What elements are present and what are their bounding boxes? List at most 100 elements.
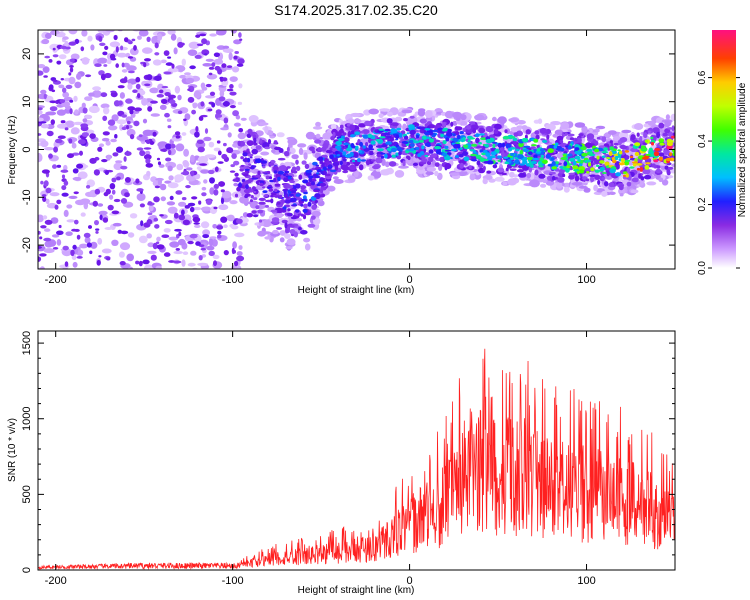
spectrogram-cell	[147, 201, 153, 205]
spectrogram-cell	[282, 206, 287, 210]
spectrogram-cell	[567, 163, 573, 166]
spectrogram-cell	[108, 125, 118, 131]
spectrogram-cell	[50, 119, 55, 125]
spectrogram-cell	[189, 206, 195, 213]
spectrogram-cell	[207, 108, 213, 112]
spectrogram-cell	[276, 227, 283, 230]
spectrogram-cell	[201, 186, 207, 191]
spectrogram-cell	[258, 197, 266, 201]
spectrogram-cell	[316, 172, 320, 175]
spectrogram-cell	[632, 162, 637, 167]
spectrogram-cell	[64, 46, 71, 50]
spectrogram-cell	[253, 214, 259, 218]
spectrogram-cell	[38, 133, 42, 136]
spectrogram-cell	[56, 109, 66, 116]
spectrogram-cell	[155, 241, 160, 245]
spectrogram-cell	[142, 129, 154, 136]
spectrogram-cell	[286, 238, 296, 246]
spectrogram-cell	[145, 158, 151, 164]
spectrogram-cell	[202, 63, 212, 67]
spectrogram-cell	[126, 125, 129, 130]
spectrogram-cell	[159, 214, 164, 217]
spectrogram-cell	[108, 269, 117, 273]
spectrogram-cell	[563, 161, 568, 167]
spectrogram-cell	[40, 140, 49, 148]
spectrogram-cell	[536, 144, 540, 149]
spectrogram-cell	[94, 63, 102, 67]
spectrogram-cell	[386, 135, 392, 139]
spectrogram-cell	[96, 259, 101, 266]
spectrogram-cell	[202, 229, 211, 236]
spectrogram-cell	[342, 158, 347, 162]
spectrogram-cell	[278, 148, 284, 153]
spectrogram-cell	[631, 140, 640, 143]
spectrogram-cell	[273, 170, 278, 174]
snr-y-tick-label: 500	[21, 485, 33, 503]
spectrogram-cell	[188, 41, 200, 49]
spectrogram-cell	[149, 87, 159, 94]
spectrogram-cell	[121, 62, 125, 68]
spectrogram-cell	[42, 215, 48, 220]
spectrogram-cell	[509, 136, 516, 139]
spectrogram-cell	[509, 168, 517, 171]
spectrogram-cell	[70, 127, 80, 135]
spectrogram-cell	[538, 173, 546, 179]
spectrogram-cell	[238, 245, 243, 250]
spectrogram-cell	[463, 156, 470, 162]
spectrogram-cell	[76, 73, 82, 80]
spectrogram-cell	[585, 188, 591, 192]
spectrogram-cell	[390, 129, 398, 134]
spectrogram-cell	[159, 104, 167, 111]
spectrogram-cell	[226, 147, 234, 154]
spectrogram-cell	[40, 124, 50, 129]
spectrogram-cell	[666, 141, 674, 147]
spectrogram-cell	[136, 193, 146, 201]
spectrogram-cell	[249, 199, 254, 203]
spectrogram-cell	[497, 155, 502, 159]
colorbar-tick-label: 0.0	[697, 261, 708, 275]
spectrogram-cell	[305, 169, 313, 173]
spectrogram-cell	[49, 106, 58, 112]
spectrogram-cell	[559, 166, 564, 169]
spectrogram-cell	[117, 85, 125, 89]
spectrogram-cell	[482, 158, 489, 162]
spectrogram-cell	[222, 48, 234, 53]
spectrogram-cell	[602, 172, 607, 174]
spectrogram-cell	[578, 133, 584, 137]
spectrogram-cell	[305, 131, 315, 140]
spectrogram-cell	[574, 150, 582, 155]
spectrogram-cell	[553, 145, 558, 149]
spectrogram-cell	[234, 260, 239, 267]
spectrogram-cell	[246, 140, 254, 147]
spectrogram-cell	[619, 193, 624, 197]
spectrogram-cell	[645, 162, 651, 165]
spectrogram-cell	[460, 138, 465, 143]
spectrogram-cell	[230, 164, 235, 168]
spectrogram-cell	[421, 158, 428, 163]
snr-x-tick-label: -100	[222, 575, 244, 587]
spectrogram-cell	[231, 247, 235, 255]
spectrogram-cell	[399, 132, 403, 138]
spectrogram-cell	[452, 137, 459, 142]
spectrogram-cell	[86, 185, 91, 189]
spectrogram-cell	[426, 166, 437, 172]
spectrogram-cell	[540, 183, 547, 188]
spectrogram-cell	[120, 165, 128, 170]
spectrogram-cell	[245, 184, 249, 190]
spectrogram-cell	[191, 109, 197, 115]
spectrogram-cell	[215, 109, 222, 115]
spectrogram-cell	[380, 152, 386, 155]
spectrogram-cell	[329, 169, 337, 173]
spectrogram-cell	[315, 164, 320, 167]
spectrogram-y-tick-label: -20	[21, 237, 33, 253]
spectrogram-cell	[205, 58, 214, 62]
spectrogram-cell	[154, 52, 160, 56]
spectrogram-cell	[376, 148, 384, 152]
spectrogram-cell	[237, 101, 243, 105]
spectrogram-cell	[42, 66, 50, 73]
spectrogram-cell	[494, 123, 502, 130]
spectrogram-cell	[135, 178, 140, 184]
spectrogram-cell	[402, 160, 406, 167]
